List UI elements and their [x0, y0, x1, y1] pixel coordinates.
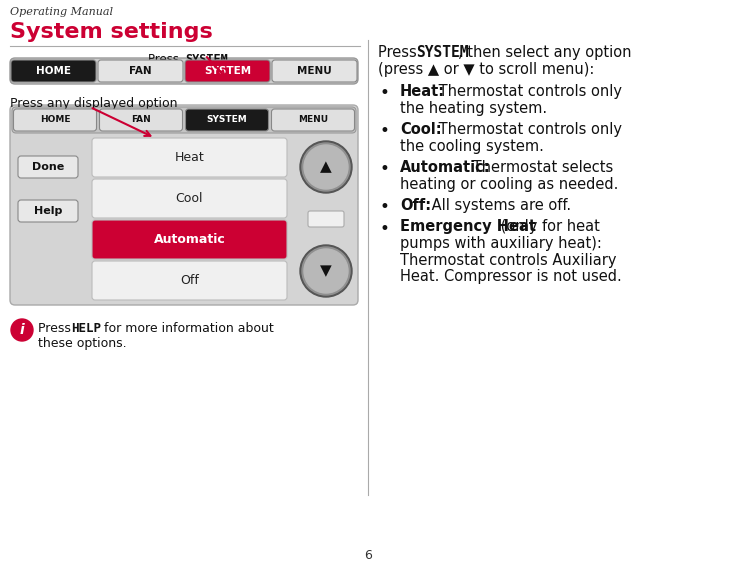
FancyBboxPatch shape: [18, 156, 78, 178]
Text: Thermostat controls Auxiliary: Thermostat controls Auxiliary: [400, 253, 616, 267]
Text: •: •: [380, 160, 390, 178]
Text: Off:: Off:: [400, 198, 431, 213]
Text: Press: Press: [38, 322, 75, 335]
Text: i: i: [20, 323, 24, 337]
Text: Automatic:: Automatic:: [400, 160, 491, 175]
FancyBboxPatch shape: [308, 211, 344, 227]
Circle shape: [11, 319, 33, 341]
Text: Thermostat selects: Thermostat selects: [468, 160, 613, 175]
Text: •: •: [380, 122, 390, 140]
FancyBboxPatch shape: [185, 60, 270, 82]
Text: Press: Press: [148, 53, 183, 66]
Text: Help: Help: [34, 206, 62, 216]
Text: these options.: these options.: [38, 337, 127, 350]
Text: Thermostat controls only: Thermostat controls only: [434, 84, 622, 99]
Text: Thermostat controls only: Thermostat controls only: [434, 122, 622, 137]
Text: Heat. Compressor is not used.: Heat. Compressor is not used.: [400, 269, 622, 284]
Circle shape: [302, 247, 350, 295]
Text: SYSTEM: SYSTEM: [204, 66, 251, 76]
FancyBboxPatch shape: [92, 261, 287, 300]
Text: FAN: FAN: [131, 116, 151, 124]
Text: MENU: MENU: [298, 116, 328, 124]
Text: pumps with auxiliary heat):: pumps with auxiliary heat):: [400, 236, 602, 251]
Text: the heating system.: the heating system.: [400, 100, 547, 116]
Text: Heat:: Heat:: [400, 84, 445, 99]
Text: SYSTEM: SYSTEM: [206, 116, 248, 124]
Text: Heat: Heat: [175, 151, 204, 164]
Text: Cool: Cool: [175, 192, 203, 205]
Text: HOME: HOME: [40, 116, 70, 124]
Text: Automatic: Automatic: [153, 233, 226, 246]
FancyBboxPatch shape: [18, 200, 78, 222]
Text: ▼: ▼: [320, 263, 332, 279]
Text: for more information about: for more information about: [100, 322, 273, 335]
FancyBboxPatch shape: [99, 109, 183, 131]
Text: 6: 6: [365, 549, 372, 562]
FancyBboxPatch shape: [98, 60, 183, 82]
Text: heating or cooling as needed.: heating or cooling as needed.: [400, 177, 618, 192]
Text: Press: Press: [378, 45, 422, 60]
Text: (only for heat: (only for heat: [495, 219, 599, 234]
Text: Cool:: Cool:: [400, 122, 441, 137]
Text: the cooling system.: the cooling system.: [400, 139, 544, 153]
Text: Done: Done: [32, 162, 64, 172]
FancyBboxPatch shape: [12, 107, 356, 133]
Text: Off: Off: [180, 274, 199, 287]
FancyBboxPatch shape: [92, 138, 287, 177]
FancyBboxPatch shape: [272, 60, 357, 82]
FancyBboxPatch shape: [11, 60, 96, 82]
Circle shape: [300, 141, 352, 193]
Text: System settings: System settings: [10, 22, 213, 42]
Circle shape: [300, 245, 352, 297]
Circle shape: [304, 145, 348, 189]
Text: •: •: [380, 84, 390, 102]
FancyBboxPatch shape: [271, 109, 354, 131]
FancyBboxPatch shape: [92, 220, 287, 259]
Text: FAN: FAN: [129, 66, 152, 76]
FancyBboxPatch shape: [10, 58, 358, 84]
Text: Emergency Heat: Emergency Heat: [400, 219, 536, 234]
Text: (press ▲ or ▼ to scroll menu):: (press ▲ or ▼ to scroll menu):: [378, 62, 594, 77]
Circle shape: [304, 249, 348, 293]
Text: •: •: [380, 219, 390, 238]
Text: All systems are off.: All systems are off.: [427, 198, 571, 213]
Text: HELP: HELP: [71, 322, 101, 335]
Text: SYSTEM: SYSTEM: [416, 45, 468, 60]
Text: ▲: ▲: [320, 160, 332, 174]
FancyBboxPatch shape: [186, 109, 268, 131]
Text: MENU: MENU: [297, 66, 332, 76]
Text: Operating Manual: Operating Manual: [10, 7, 113, 17]
FancyBboxPatch shape: [92, 179, 287, 218]
FancyBboxPatch shape: [10, 105, 358, 305]
FancyBboxPatch shape: [13, 109, 97, 131]
Text: SYSTEM: SYSTEM: [185, 53, 228, 66]
Circle shape: [302, 143, 350, 191]
Text: Press any displayed option: Press any displayed option: [10, 97, 178, 110]
Text: •: •: [380, 198, 390, 216]
Text: , then select any option: , then select any option: [458, 45, 632, 60]
Text: HOME: HOME: [36, 66, 71, 76]
